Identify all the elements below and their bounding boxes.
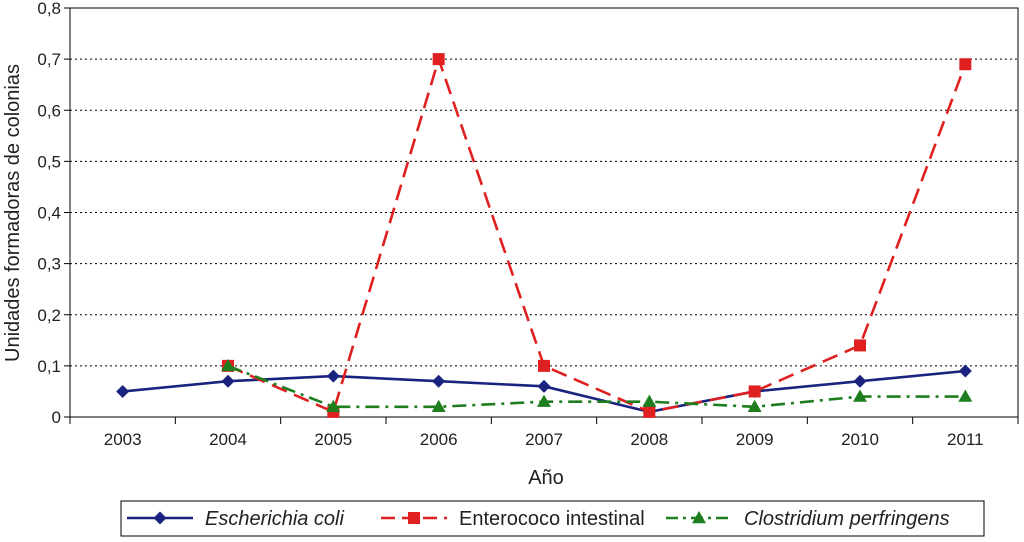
data-point [326,399,341,413]
x-tick-label: 2003 [104,430,142,449]
y-tick-label: 0,2 [37,306,61,325]
plot-frame [69,7,1019,418]
legend-marker [408,512,420,524]
legend-label: Enterococo intestinal [459,508,645,530]
data-point [326,369,340,383]
legend-marker [692,511,706,524]
x-axis-title: Año [528,467,564,489]
y-tick-label: 0,3 [37,255,61,274]
y-tick-label: 0 [52,408,61,427]
x-tick-label: 2006 [420,430,458,449]
x-tick-label: 2011 [947,430,984,449]
y-tick-label: 0,7 [37,50,61,69]
data-point [221,374,235,388]
data-point [116,384,130,398]
y-tick-label: 0,8 [37,0,61,18]
data-point [538,359,550,372]
data-point [853,374,867,388]
grid-layer [70,7,1018,367]
x-tick-label: 2004 [209,430,247,449]
data-point [853,389,867,402]
data-point [643,405,656,418]
data-point [854,339,866,352]
data-point [748,385,761,398]
series-layer [116,53,973,419]
y-axis-title: Unidades formadoras de colonias [2,64,24,362]
data-point [958,389,973,402]
data-point [432,374,446,388]
legend-marker [153,511,167,525]
x-tick-label: 2007 [525,430,563,449]
data-point [747,399,762,413]
series-line [227,364,966,409]
legend-frame [120,500,985,537]
data-point [432,53,445,66]
y-tick-label: 0,5 [37,152,61,171]
label-layer: Año Unidades formadoras de colonias [2,64,564,489]
series-enterococo-intestinal [222,53,972,418]
y-tick-label: 0,6 [37,101,61,120]
series-line [227,57,967,414]
legend-label: Escherichia coli [205,508,345,530]
legend: Escherichia coli Enterococo intestinal Clo… [120,500,985,537]
data-point [959,58,972,71]
x-tick-label: 2009 [736,430,774,449]
x-tick-label: 2010 [841,430,879,449]
data-point [221,358,235,372]
series-clostridium-perfringens [221,358,973,413]
data-point [537,379,551,393]
y-tick-label: 0,4 [37,204,61,223]
data-point [642,394,657,407]
x-tick-label: 2008 [630,430,668,449]
axis-layer: 0 0,1 0,2 0,3 0,4 0,5 0,6 0,7 0,8 2003 2004 2005 200… [37,0,1019,449]
data-point [431,399,446,413]
x-tick-label: 2005 [314,430,352,449]
y-tick-label: 0,1 [37,357,61,376]
data-point [958,364,972,378]
data-point [537,394,551,407]
legend-label: Clostridium perfringens [744,508,950,530]
series-escherichia-coli [116,364,972,419]
